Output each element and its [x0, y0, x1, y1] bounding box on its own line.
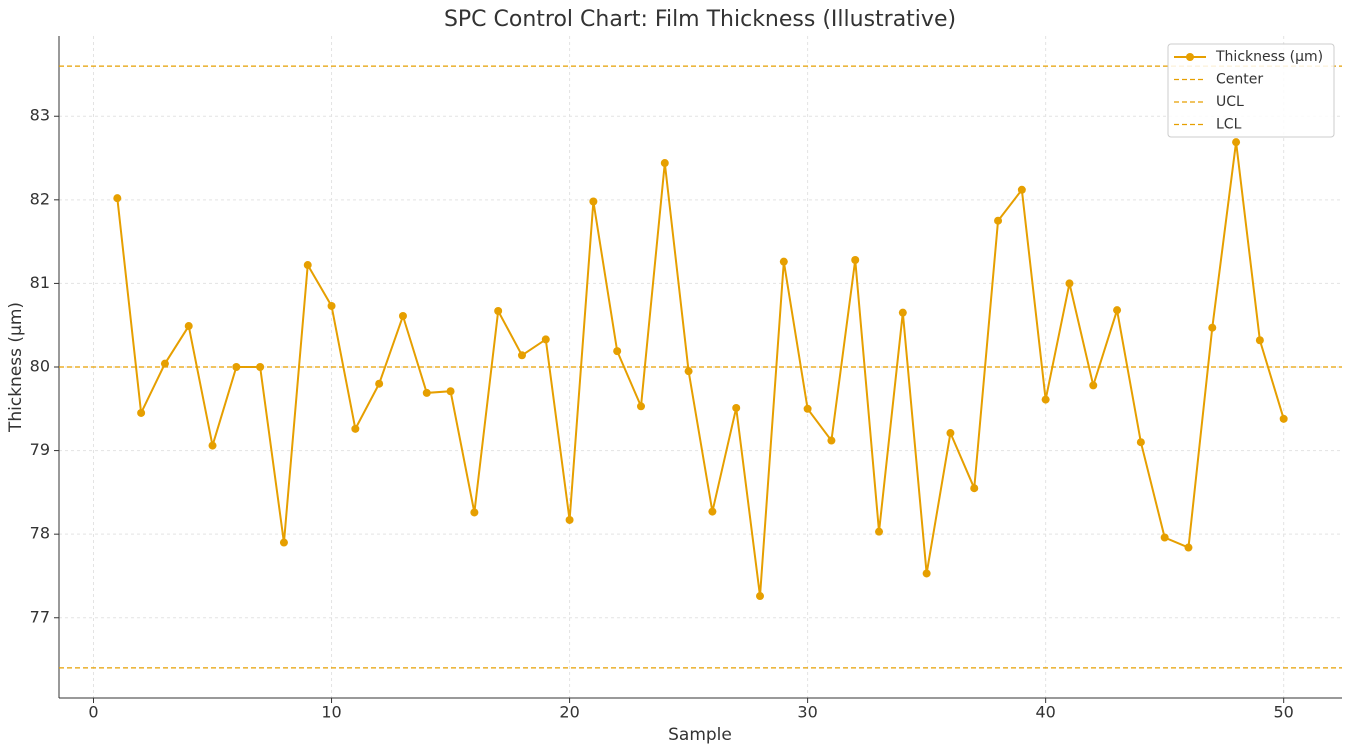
data-point — [827, 436, 836, 445]
data-point — [684, 367, 693, 376]
x-tick-label: 0 — [88, 703, 98, 722]
data-point — [494, 306, 503, 315]
data-point — [1113, 306, 1122, 315]
data-point — [303, 261, 312, 270]
y-tick-label: 78 — [30, 524, 50, 543]
data-point — [922, 569, 931, 578]
data-point — [946, 429, 955, 438]
data-point — [184, 322, 193, 331]
legend-label: UCL — [1216, 94, 1244, 110]
data-point — [398, 312, 407, 321]
x-tick-label: 10 — [321, 703, 341, 722]
x-tick-label: 40 — [1035, 703, 1055, 722]
data-point — [422, 388, 431, 397]
data-point — [565, 515, 574, 524]
x-tick-label: 30 — [797, 703, 817, 722]
data-point — [541, 335, 550, 344]
legend-box — [1167, 43, 1335, 138]
legend-swatch — [1186, 53, 1194, 61]
y-tick-label: 82 — [30, 189, 50, 208]
data-point — [1136, 438, 1145, 447]
y-tick-label: 80 — [30, 357, 50, 376]
data-point — [970, 484, 979, 493]
y-tick-label: 77 — [30, 607, 50, 626]
data-point — [113, 194, 122, 203]
data-point — [256, 363, 265, 371]
data-point — [803, 404, 812, 413]
legend-label: LCL — [1216, 117, 1242, 133]
x-tick-label: 50 — [1274, 703, 1294, 722]
y-tick-label: 79 — [30, 440, 50, 459]
data-point — [898, 308, 907, 317]
data-point — [851, 256, 860, 265]
data-point — [375, 379, 384, 388]
data-point — [279, 538, 288, 547]
data-point — [732, 403, 741, 412]
data-point — [470, 508, 479, 517]
data-point — [1160, 533, 1169, 542]
data-point — [327, 301, 336, 310]
data-point — [708, 507, 717, 516]
legend-label: Thickness (µm) — [1215, 49, 1323, 65]
y-tick-label: 83 — [30, 106, 50, 125]
x-tick-label: 20 — [559, 703, 579, 722]
data-line — [116, 142, 1285, 597]
data-point — [137, 408, 146, 417]
data-point — [208, 441, 217, 450]
data-point — [589, 197, 598, 206]
data-point — [1017, 185, 1026, 194]
data-point — [875, 527, 884, 536]
data-point — [1089, 381, 1098, 390]
data-point — [1184, 543, 1193, 552]
legend-label: Center — [1216, 72, 1263, 88]
data-point — [232, 363, 241, 371]
y-tick-label: 81 — [30, 273, 50, 292]
data-point — [1279, 414, 1288, 423]
data-point — [1208, 323, 1217, 332]
data-point — [756, 592, 765, 601]
data-point — [160, 359, 169, 368]
data-point — [1232, 138, 1241, 147]
data-point — [1041, 395, 1050, 404]
data-point — [613, 347, 622, 356]
data-point — [517, 351, 526, 360]
y-axis-label: Thickness (µm) — [6, 302, 26, 433]
data-point — [1065, 279, 1074, 288]
data-point — [1255, 336, 1264, 345]
data-point — [351, 424, 360, 433]
x-axis-label: Sample — [668, 725, 732, 745]
data-point — [636, 402, 645, 411]
data-point — [779, 257, 788, 266]
data-point — [660, 159, 669, 168]
data-point — [446, 387, 455, 396]
data-point — [994, 216, 1003, 225]
chart-title: SPC Control Chart: Film Thickness (Illus… — [444, 7, 956, 32]
